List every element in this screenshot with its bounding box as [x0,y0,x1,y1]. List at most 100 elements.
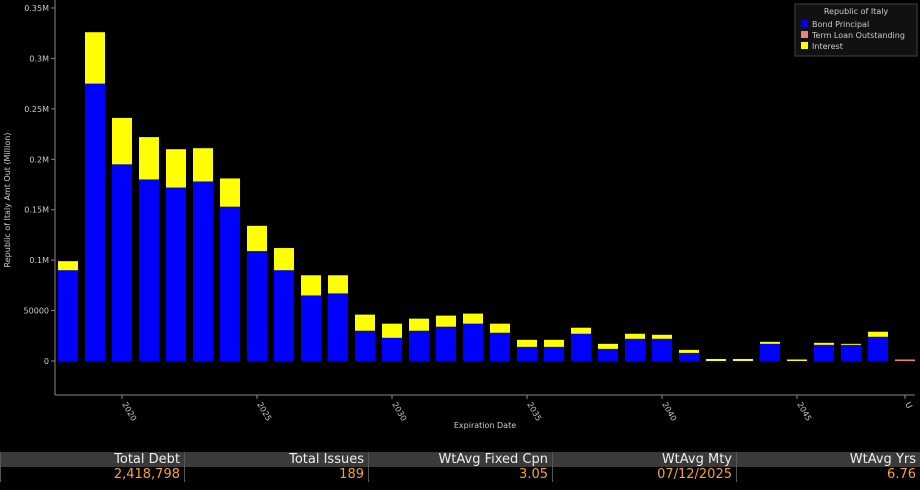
bar-segment [409,318,429,331]
bar-segment [544,346,564,361]
bar-segment [274,248,294,271]
bar-segment [625,333,645,339]
summary-header: WtAvg Fixed Cpn [369,452,552,467]
bar-segment [841,344,861,361]
bar-segment [274,270,294,361]
y-tick-label: 0.3M [29,54,49,63]
legend-swatch [801,42,808,49]
y-tick-label: 50000 [24,307,49,316]
summary-column: Total Issues 189 [184,452,368,482]
bar-segment [58,270,78,361]
bar-segment [598,348,618,361]
bar-segment [328,275,348,294]
bar-segment [436,326,456,361]
y-tick-label: 0.2M [29,155,49,164]
summary-value: 189 [339,467,364,482]
bar-segment [652,338,672,361]
summary-column: WtAvg Mty 07/12/2025 [552,452,736,482]
bar-segment [571,333,591,361]
legend-label: Bond Principal [812,20,869,29]
summary-column: WtAvg Yrs 6.76 [736,452,920,482]
summary-header: WtAvg Mty [553,452,736,467]
bar-segment [679,349,699,353]
bar-segment [787,359,807,361]
bar-segment [58,261,78,271]
legend-label: Term Loan Outstanding [811,31,905,40]
bar-segment [166,187,186,361]
bar-segment [301,295,321,361]
legend-swatch [801,31,808,38]
bar-segment [355,314,375,331]
legend-title: Republic of Italy [824,7,889,16]
bar-segment [868,331,888,337]
bar-segment [625,338,645,361]
legend-box [794,3,918,57]
bar-segment [382,323,402,338]
bar-segment [868,336,888,361]
summary-header: Total Debt [1,452,184,467]
bar-segment [139,137,159,180]
y-tick-label: 0 [44,357,49,366]
bar-segment [517,339,537,347]
summary-column: WtAvg Fixed Cpn 3.05 [368,452,552,482]
bar-segment [166,149,186,188]
bar-segment [112,164,132,361]
chart: Republic of Italy Amt Out (Million) Expi… [3,0,918,430]
bar-segment [139,179,159,361]
bar-segment [85,83,105,362]
y-tick-label: 0.15M [24,206,49,215]
summary-value: 6.76 [887,467,916,482]
summary-value: 3.05 [519,467,548,482]
bar-segment [112,117,132,165]
legend-swatch [801,20,808,27]
bar-segment [544,339,564,347]
summary-header: Total Issues [185,452,368,467]
x-axis-title: Expiration Date [454,421,516,430]
bar-segment [247,251,267,361]
bar-segment [409,330,429,361]
summary-column: Total Debt 2,418,798 [0,452,184,482]
bar-segment [733,358,753,361]
bar-segment [571,327,591,334]
bar-segment [814,344,834,361]
bar-segment [463,313,483,324]
bar-segment [193,181,213,361]
bar-segment [247,225,267,252]
y-tick-label: 0.1M [29,256,49,265]
bar-segment [355,330,375,361]
x-tick-label: U [903,401,914,411]
y-tick-label: 0.35M [24,4,49,13]
bar-segment [760,341,780,344]
summary-value: 2,418,798 [113,467,180,482]
bar-segment [220,178,240,207]
bar-segment [490,323,510,333]
bar-segment [517,346,537,361]
bar-segment [679,352,699,361]
x-tick-label: 2020 [120,401,138,423]
bar-segment [760,343,780,361]
bar-segment [220,206,240,361]
x-tick-label: 2030 [390,401,408,423]
bar-segment [895,359,915,361]
bar-segment [193,148,213,182]
bar-segment [436,315,456,327]
x-tick-label: 2040 [660,401,678,423]
bar-segment [814,342,834,345]
legend-label: Interest [812,42,843,51]
y-tick-label: 0.25M [24,105,49,114]
bar-segment [328,293,348,361]
bar-segment [652,334,672,339]
bar-segment [382,337,402,361]
bar-segment [490,332,510,361]
bar-segment [598,343,618,349]
summary-header: WtAvg Yrs [737,452,920,467]
summary: Total Debt 2,418,798 Total Issues 189 WtAvg … [0,452,920,482]
x-tick-label: 2025 [255,401,273,423]
summary-value: 07/12/2025 [657,467,732,482]
bar-segment [841,343,861,345]
bar-segment [85,32,105,84]
x-tick-label: 2045 [795,401,813,423]
bar-segment [706,358,726,361]
bar-segment [463,323,483,361]
